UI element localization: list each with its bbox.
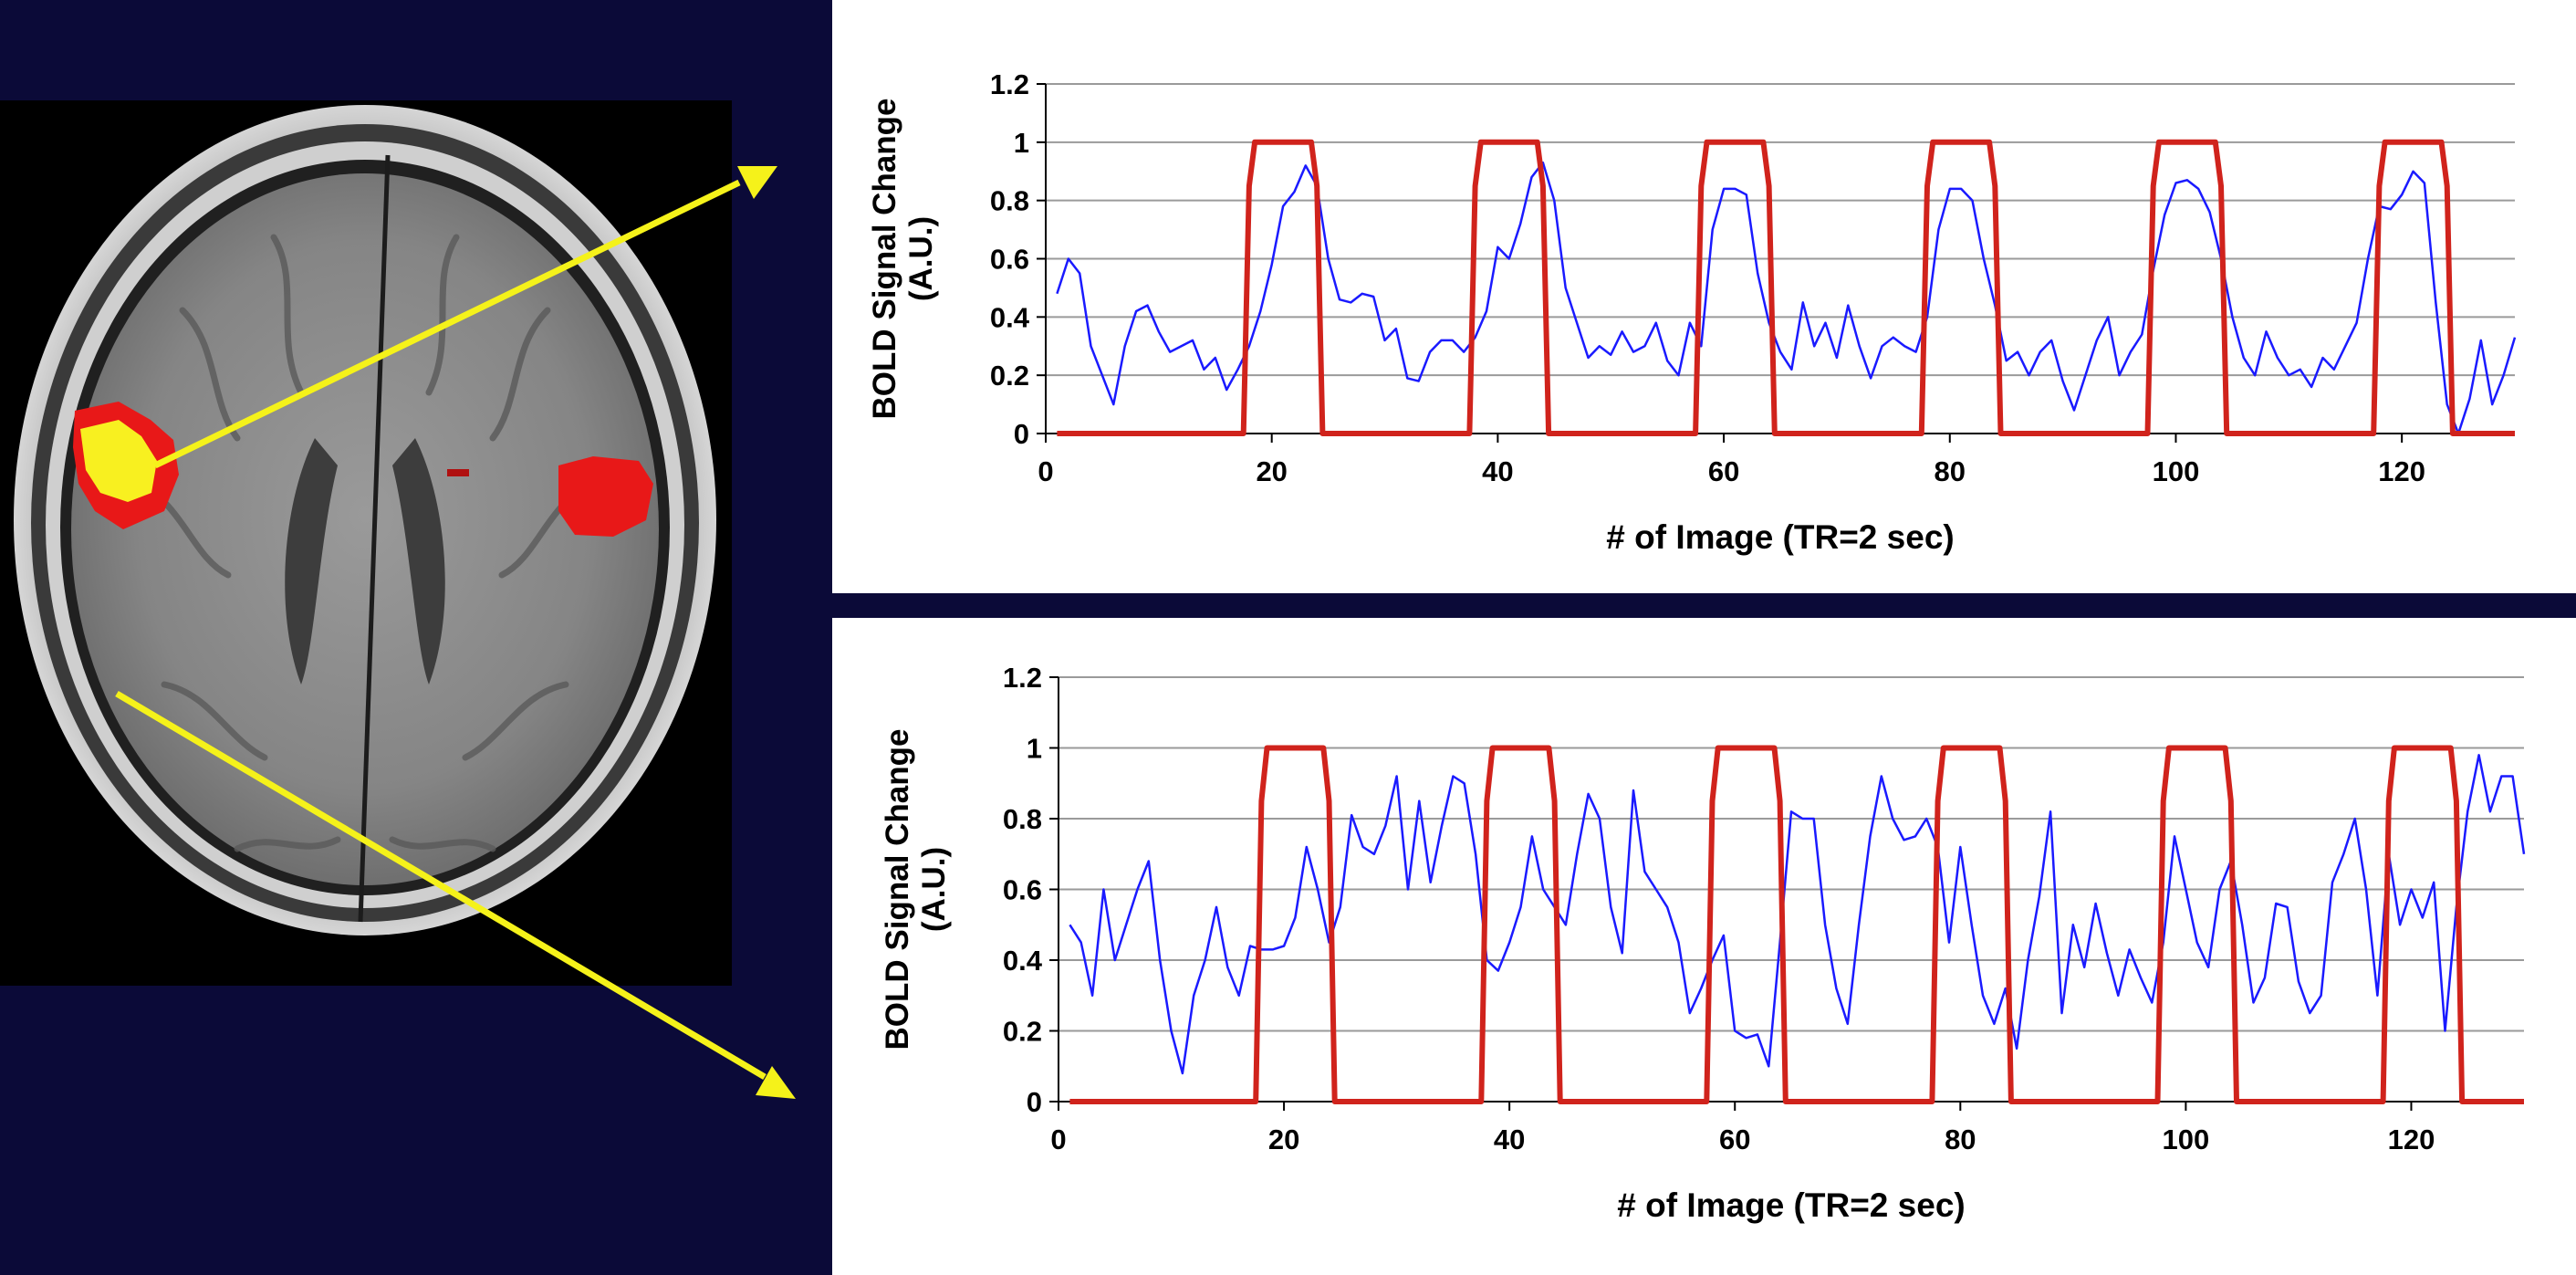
x-tick-label: 40 xyxy=(1494,1123,1525,1155)
bold-chart-bottom: 0 0.2 0.4 0.6 0.8 1 1.2 0 20 40 60 80 100 120 # of Ima… xyxy=(832,618,2576,1275)
x-tick-label: 20 xyxy=(1256,455,1287,487)
y-tick-label: 1 xyxy=(1014,127,1029,159)
stimulus-block-line xyxy=(1057,139,2515,436)
activation-cluster-left xyxy=(73,402,179,529)
x-axis-label: # of Image (TR=2 sec) xyxy=(1617,1186,1965,1224)
x-tick-label: 120 xyxy=(2378,455,2425,487)
y-tick-label: 0.6 xyxy=(990,244,1029,276)
y-tick-label: 0.4 xyxy=(1003,945,1043,977)
y-axis-label: BOLD Signal Change xyxy=(880,729,915,1050)
y-axis-unit-label: (A.U.) xyxy=(903,216,939,301)
x-tick-label: 80 xyxy=(1945,1123,1976,1155)
y-tick-label: 1.2 xyxy=(1003,662,1042,694)
x-tick-label: 60 xyxy=(1708,455,1739,487)
y-tick-label: 0.2 xyxy=(990,360,1029,392)
y-tick-label: 1 xyxy=(1027,733,1042,765)
x-tick-label: 60 xyxy=(1719,1123,1750,1155)
brain-mri-image xyxy=(0,100,732,986)
x-tick-label: 20 xyxy=(1268,1123,1299,1155)
x-tick-label: 100 xyxy=(2153,455,2200,487)
bold-signal-line xyxy=(1069,754,2526,1075)
y-tick-label: 0.6 xyxy=(1003,874,1042,906)
stimulus-block-line xyxy=(1069,745,2524,1104)
bold-chart-top: 0 0.2 0.4 0.6 0.8 1 1.2 0 20 40 60 80 100 120 # of Ima… xyxy=(832,0,2576,593)
left-ventricle xyxy=(285,438,338,685)
x-tick-label: 100 xyxy=(2163,1123,2210,1155)
y-tick-label: 0.8 xyxy=(990,185,1029,217)
activation-cluster-right xyxy=(558,456,653,537)
right-ventricle xyxy=(392,438,445,685)
x-tick-label: 0 xyxy=(1050,1123,1066,1155)
x-tick-label: 120 xyxy=(2388,1123,2435,1155)
y-axis-label: BOLD Signal Change xyxy=(867,99,902,420)
x-tick-label: 0 xyxy=(1038,455,1053,487)
y-axis-unit-label: (A.U.) xyxy=(916,847,952,932)
y-tick-label: 0.8 xyxy=(1003,803,1042,835)
bold-signal-line xyxy=(1056,161,2517,435)
y-tick-label: 0 xyxy=(1027,1086,1042,1118)
x-tick-label: 40 xyxy=(1482,455,1513,487)
x-tick-label: 80 xyxy=(1935,455,1966,487)
y-tick-label: 0.2 xyxy=(1003,1016,1042,1048)
x-axis-label: # of Image (TR=2 sec) xyxy=(1606,518,1954,556)
activation-spot xyxy=(447,469,469,476)
y-tick-label: 0 xyxy=(1014,418,1029,450)
y-tick-label: 1.2 xyxy=(990,68,1029,100)
y-tick-label: 0.4 xyxy=(990,301,1030,333)
